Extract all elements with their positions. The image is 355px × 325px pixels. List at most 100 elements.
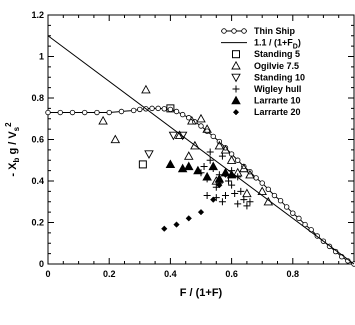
x-tick-label: 0.2 (103, 269, 116, 279)
data-point (246, 198, 254, 206)
data-point (221, 192, 229, 200)
data-point (106, 109, 112, 116)
data-point (271, 192, 278, 199)
y-tick-label: 0 (39, 259, 44, 269)
legend: Thin Ship 1.1 / (1+FD)Standing 5 Ogilvie 7… (221, 26, 305, 117)
data-point (202, 171, 212, 181)
series-0 (45, 105, 355, 267)
data-point (235, 157, 241, 163)
data-point (202, 124, 212, 133)
data-point (130, 107, 137, 114)
data-point (206, 156, 214, 164)
data-point (141, 84, 151, 94)
data-point (226, 169, 237, 179)
data-point (245, 169, 255, 179)
y-tick-label: 0.6 (31, 135, 44, 145)
legend-marker (221, 28, 227, 34)
data-point (242, 188, 252, 198)
data-point (138, 160, 147, 169)
series-line (48, 107, 355, 265)
data-point (177, 131, 188, 141)
legend-entry: Wigley hull (232, 84, 301, 94)
legend-entry: Larrarte 10 (231, 95, 301, 106)
data-point (82, 109, 88, 116)
data-point (265, 186, 272, 192)
data-point (208, 161, 219, 171)
legend-marker (232, 85, 240, 93)
data-point (155, 105, 161, 112)
data-point (137, 106, 143, 113)
data-point (185, 215, 192, 222)
data-point (98, 115, 108, 125)
y-axis-label: - Xb g / Vs2 (4, 122, 21, 177)
data-point (231, 189, 239, 197)
series-4 (144, 131, 188, 159)
data-point (243, 202, 251, 210)
series-1 (47, 35, 355, 265)
data-point (263, 196, 274, 206)
data-point (283, 204, 290, 210)
data-point (144, 150, 154, 159)
data-point (222, 171, 229, 178)
data-point (174, 130, 185, 140)
data-point (200, 162, 208, 170)
legend-marker (231, 60, 241, 70)
legend-entry: Thin Ship (221, 26, 295, 36)
data-point (57, 109, 63, 116)
data-point (210, 196, 217, 203)
data-point (203, 192, 211, 200)
legend-label: Larrarte 10 (254, 96, 301, 106)
legend-entry: Standing 10 (231, 72, 305, 82)
data-point (173, 221, 180, 228)
data-point (168, 131, 179, 141)
legend-entry: Larrarte 20 (232, 107, 301, 117)
data-point (257, 186, 267, 196)
data-point (69, 109, 76, 116)
series-line (47, 35, 355, 265)
y-tick-label: 1.2 (31, 10, 44, 20)
ticks: 0 0.2 0.4 0.6 0.8 0 0.2 0.4 0.6 0.8 1 1.2 (31, 10, 355, 279)
y-tick-label: 1 (39, 52, 44, 62)
x-tick-label: 0.4 (164, 269, 177, 279)
legend-marker (231, 95, 241, 105)
legend-marker (231, 28, 237, 34)
series-3 (98, 84, 274, 206)
data-point (167, 106, 174, 113)
data-point (179, 111, 186, 118)
data-point (216, 181, 223, 189)
legend-label: Larrarte 20 (254, 107, 301, 117)
y-tick-label: 0.4 (31, 176, 44, 186)
legend-entry: 1.1 / (1+FD) (221, 38, 301, 51)
data-point (218, 152, 226, 160)
data-point (161, 106, 167, 112)
data-point (206, 148, 214, 156)
data-point (173, 108, 180, 115)
data-point (166, 104, 175, 113)
legend-label: Standing 5 (254, 49, 300, 59)
data-point (240, 196, 248, 204)
data-point (234, 200, 242, 208)
series-7 (161, 171, 229, 232)
data-point (193, 165, 203, 175)
y-tick-label: 0.8 (31, 93, 44, 103)
legend-marker (232, 50, 240, 59)
data-point (187, 115, 197, 125)
data-point (204, 128, 210, 134)
data-point (218, 198, 226, 206)
data-point (228, 181, 236, 189)
data-point (220, 144, 231, 154)
data-point (196, 113, 206, 123)
x-tick-label: 0.6 (225, 269, 238, 279)
data-point (253, 175, 259, 181)
data-point (118, 108, 125, 115)
data-point (183, 161, 194, 171)
x-tick-label: 0.8 (287, 269, 300, 279)
data-point (110, 134, 121, 144)
legend-entry: Ogilvie 7.5 (231, 60, 299, 71)
data-point (190, 140, 200, 150)
series-layer (45, 35, 355, 267)
legend-label: Wigley hull (254, 84, 301, 94)
data-point (45, 109, 51, 116)
data-point (225, 177, 233, 185)
data-point (290, 210, 296, 216)
